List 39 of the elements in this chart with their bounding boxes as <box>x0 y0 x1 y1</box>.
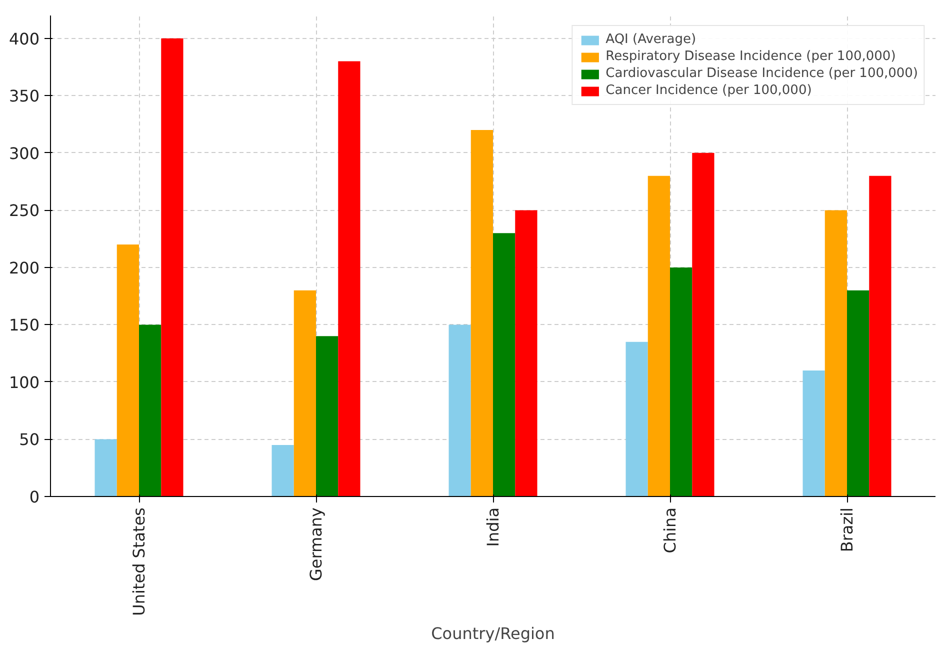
bar <box>316 336 338 496</box>
bar <box>338 61 360 496</box>
bar <box>515 210 538 496</box>
bar <box>470 130 493 496</box>
bar <box>847 290 870 496</box>
y-tick-label: 100 <box>8 372 40 392</box>
bar <box>294 290 316 496</box>
x-tick-label: Germany <box>306 507 326 582</box>
bar <box>648 176 670 496</box>
y-tick-label: 0 <box>29 488 40 506</box>
x-tick-label: China <box>660 508 680 554</box>
y-tick-label: 400 <box>8 29 40 48</box>
y-tick-label: 150 <box>8 316 40 335</box>
legend-label: AQI (Average) <box>606 32 696 47</box>
x-tick-label: India <box>484 508 502 547</box>
y-tick-label: 50 <box>19 430 40 450</box>
x-tick-label: Brazil <box>838 507 856 552</box>
bar <box>493 233 516 496</box>
bar <box>869 176 892 496</box>
bar <box>824 210 847 496</box>
y-tick-label: 200 <box>8 258 40 278</box>
x-axis-title: Country/Region <box>431 624 555 643</box>
legend-label: Respiratory Disease Incidence (per 100,000) <box>606 49 896 64</box>
bar <box>626 342 648 496</box>
x-tick-label: United States <box>130 508 148 616</box>
y-tick-label: 300 <box>8 144 40 163</box>
bar <box>139 324 162 496</box>
legend-label: Cancer Incidence (per 100,000) <box>606 83 812 98</box>
bar <box>94 439 117 496</box>
bar <box>692 152 714 496</box>
bar <box>116 244 139 496</box>
bar <box>802 370 825 496</box>
y-tick-label: 350 <box>8 86 40 106</box>
legend-label: Cardiovascular Disease Incidence (per 100,000) <box>606 66 918 81</box>
bar <box>448 324 471 496</box>
bar <box>670 267 692 496</box>
bar <box>272 444 294 496</box>
bar <box>161 38 184 496</box>
y-tick-label: 250 <box>8 201 40 220</box>
